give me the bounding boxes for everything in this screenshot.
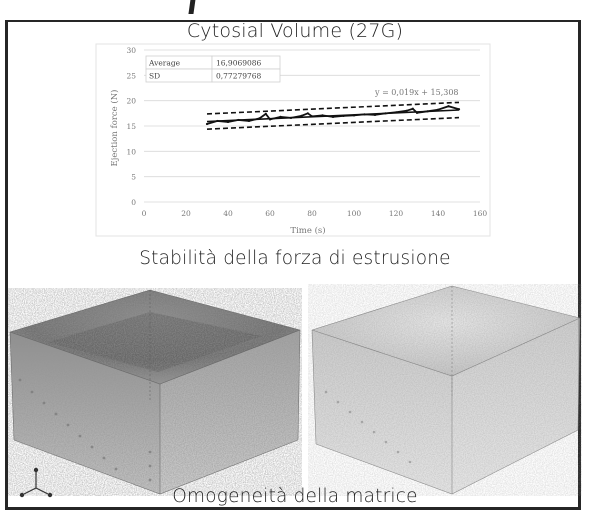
y-tick-labels: 0 5 10 15 20 25 30 (126, 46, 136, 207)
band-line (206, 116, 460, 130)
xyz-axis-triad-icon (19, 467, 53, 498)
x-tick-label: 100 (347, 209, 362, 218)
y-tick-label: 0 (131, 198, 136, 207)
stats-cell (211, 68, 281, 83)
band-line (206, 101, 460, 115)
x-tick-labels: 0 20 40 60 80 100 120 140 160 (142, 209, 488, 218)
data-point (331, 115, 335, 118)
y-tick-label: 15 (126, 122, 136, 131)
x-tick-label: 160 (473, 209, 488, 218)
data-point (258, 117, 261, 120)
data-point (352, 114, 356, 117)
data-point (306, 112, 309, 115)
stats-table: Average 16,9069086 SD 0,77279768 (145, 55, 281, 83)
grid-lines (144, 49, 480, 203)
data-point (363, 113, 366, 116)
x-tick-label: 20 (181, 209, 191, 218)
data-point (384, 112, 387, 115)
data-series (205, 105, 461, 126)
stats-value: 16,9069086 (216, 59, 262, 68)
data-point (247, 119, 251, 123)
data-point (321, 114, 324, 117)
y-axis-label: Ejection force (N) (109, 90, 120, 167)
x-tick-label: 120 (389, 209, 404, 218)
3d-scan-volume-dense (8, 288, 302, 496)
data-point (226, 120, 230, 124)
data-point (457, 108, 461, 111)
data-point (426, 110, 429, 113)
y-tick-label: 30 (126, 46, 136, 55)
data-point (447, 105, 450, 108)
trendline-equation: y = 0,019x + 15,308 (374, 88, 459, 97)
data-point (268, 118, 272, 121)
data-point (264, 112, 267, 115)
data-point (415, 111, 419, 114)
data-point (216, 119, 219, 123)
data-point (342, 114, 345, 117)
chart-title: Cytosial Volume (27G) (186, 20, 404, 42)
data-point (411, 107, 414, 110)
data-point (394, 111, 398, 114)
y-tick-label: 5 (131, 173, 136, 182)
stats-value: 0,77279768 (216, 72, 262, 81)
data-point (237, 118, 240, 122)
y-tick-label: 25 (126, 71, 136, 80)
caption-matrix-homogeneity: Omogeneità della matrice (172, 486, 418, 507)
stats-label: SD (149, 72, 160, 81)
data-point (279, 115, 282, 118)
x-tick-label: 60 (265, 209, 275, 218)
x-tick-label: 140 (431, 209, 446, 218)
x-tick-label: 40 (223, 209, 233, 218)
data-point (405, 109, 408, 112)
y-tick-label: 10 (126, 147, 136, 156)
data-point (300, 114, 303, 117)
y-tick-label: 20 (126, 97, 136, 106)
x-axis-label: Time (s) (290, 225, 325, 236)
x-tick-label: 80 (307, 209, 317, 218)
slide-frame (5, 20, 581, 510)
stats-label: Average (148, 59, 181, 68)
chart-panel: 0 5 10 15 20 25 30 0 20 40 60 80 100 120 140 160 Avera… (95, 43, 491, 237)
data-point (373, 113, 377, 116)
top-strip (0, 0, 590, 21)
data-point (289, 116, 293, 119)
caption-force-stability: Stabilità della forza di estrusione (139, 248, 451, 269)
x-tick-label: 0 (142, 209, 147, 218)
data-point (310, 115, 314, 118)
data-point (436, 108, 440, 111)
3d-scan-volume-light (308, 284, 582, 496)
data-point (205, 122, 209, 126)
series-line (206, 105, 460, 125)
